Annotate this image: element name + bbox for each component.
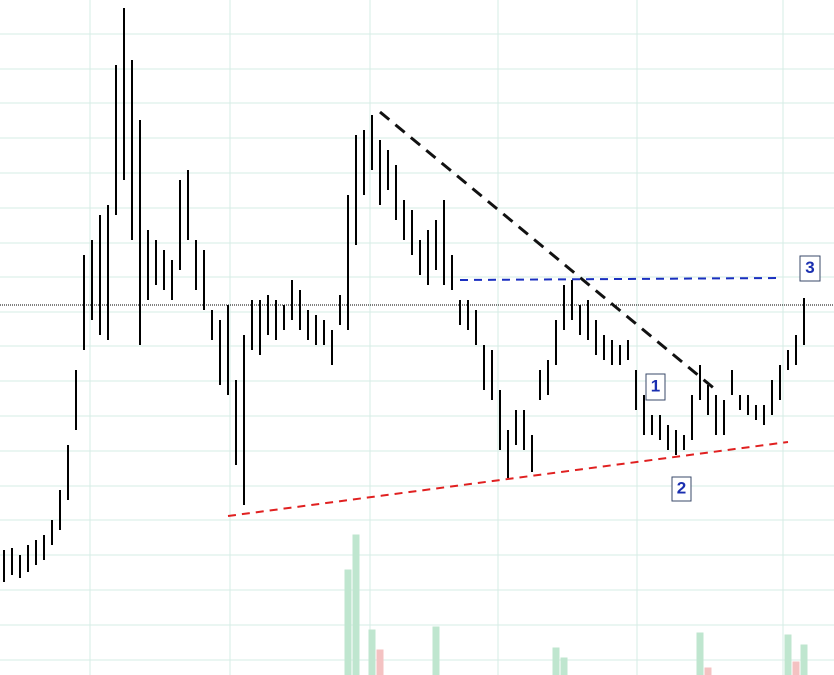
annotation: 3 xyxy=(799,255,821,282)
annotation-box xyxy=(645,373,666,401)
volume-bar xyxy=(696,632,704,675)
volume-bar xyxy=(800,644,808,675)
trendline xyxy=(227,441,789,517)
trendline xyxy=(459,277,781,281)
volume-bar xyxy=(560,657,568,675)
volume-bar xyxy=(368,629,376,675)
volume-bar xyxy=(784,634,792,675)
volume-bar xyxy=(432,626,440,675)
volume-bar xyxy=(352,534,360,675)
annotation-label: 2 xyxy=(677,478,686,497)
trendlines xyxy=(227,110,789,517)
annotation-box xyxy=(671,476,692,502)
volume-panel xyxy=(344,534,808,675)
volume-bar xyxy=(704,667,712,675)
volume-bar xyxy=(792,661,800,675)
price-bars xyxy=(3,8,805,582)
annotation-label: 1 xyxy=(651,376,660,395)
volume-bar xyxy=(376,649,384,675)
volume-bar xyxy=(344,569,352,675)
trendline xyxy=(379,110,717,392)
annotation: 2 xyxy=(671,476,692,502)
annotation-label: 3 xyxy=(805,258,814,277)
annotation-box xyxy=(799,255,821,282)
annotation: 1 xyxy=(645,373,666,401)
volume-bar xyxy=(552,647,560,675)
